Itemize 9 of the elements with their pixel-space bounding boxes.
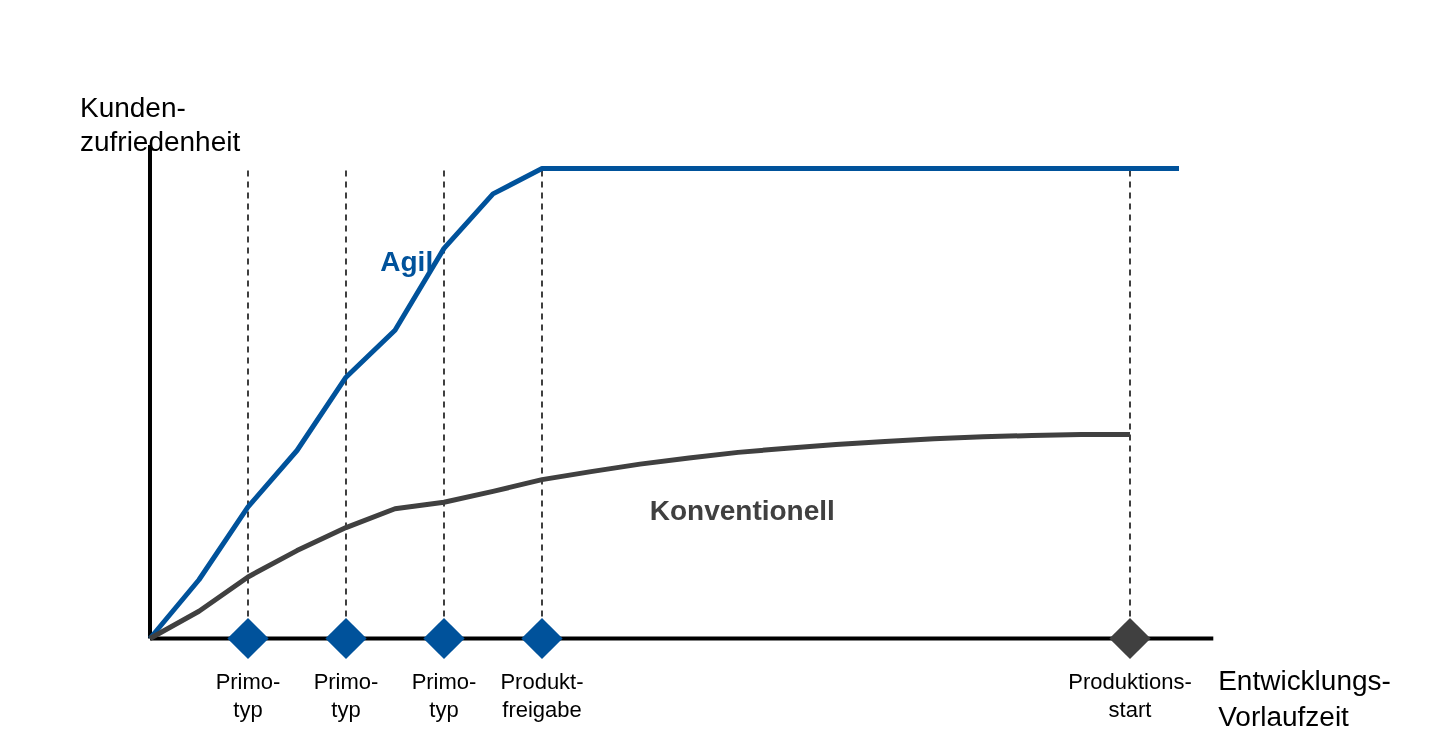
x-axis-title: Entwicklungs- Vorlaufzeit <box>1218 665 1391 733</box>
x-tick-label: Produkt- freigabe <box>500 669 584 723</box>
x-tick-label: Produktions- start <box>1068 669 1192 723</box>
x-tick-label: Primo- typ <box>215 669 281 723</box>
series-label: Konventionell <box>649 494 835 526</box>
x-tick-label: Primo- typ <box>411 669 477 723</box>
y-axis-title: Kunden- zufriedenheit <box>80 92 241 157</box>
series-label: Agil <box>380 245 434 277</box>
x-tick-label: Primo- typ <box>313 669 379 723</box>
